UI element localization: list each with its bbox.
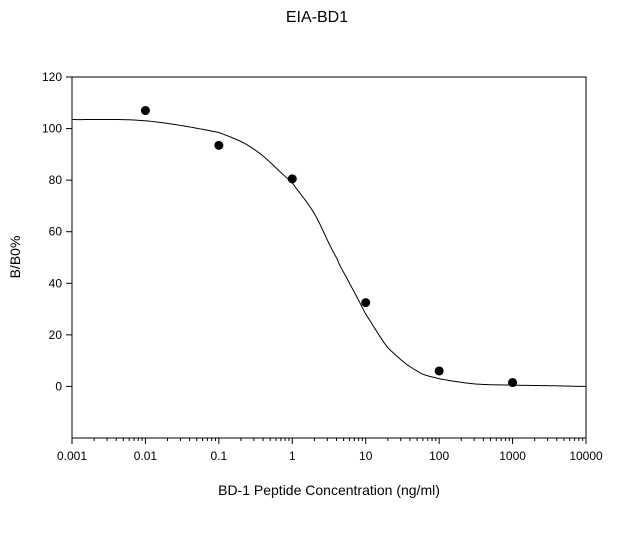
x-tick-label: 10000 [569, 449, 603, 463]
y-tick-label: 80 [49, 173, 63, 187]
x-tick-label: 10 [359, 449, 373, 463]
y-tick-label: 40 [49, 276, 63, 290]
y-tick-label: 60 [49, 225, 63, 239]
data-point [287, 174, 297, 184]
x-axis-label: BD-1 Peptide Concentration (ng/ml) [218, 482, 440, 498]
x-tick-label: 0.001 [57, 449, 87, 463]
y-axis-label: B/B0% [7, 236, 23, 279]
y-tick-label: 120 [42, 70, 62, 84]
data-point [434, 366, 444, 376]
x-tick-label: 1000 [499, 449, 526, 463]
y-axis: 0 20 40 60 80 100 120 [42, 70, 72, 393]
x-axis: 0.001 0.01 0.1 1 10 100 1000 10000 [57, 438, 603, 463]
y-tick-label: 100 [42, 122, 62, 136]
plot-frame [71, 76, 587, 439]
data-point [140, 106, 150, 116]
data-points [140, 106, 518, 388]
y-tick-label: 20 [49, 328, 63, 342]
x-tick-label: 100 [429, 449, 449, 463]
data-point [508, 378, 518, 388]
data-point [361, 298, 371, 308]
fit-curve [71, 118, 587, 387]
x-tick-label: 0.01 [134, 449, 158, 463]
data-point [214, 140, 224, 150]
chart-title: EIA-BD1 [286, 9, 348, 26]
x-tick-label: 1 [289, 449, 296, 463]
y-tick-label: 0 [55, 379, 62, 393]
x-tick-label: 0.1 [211, 449, 228, 463]
